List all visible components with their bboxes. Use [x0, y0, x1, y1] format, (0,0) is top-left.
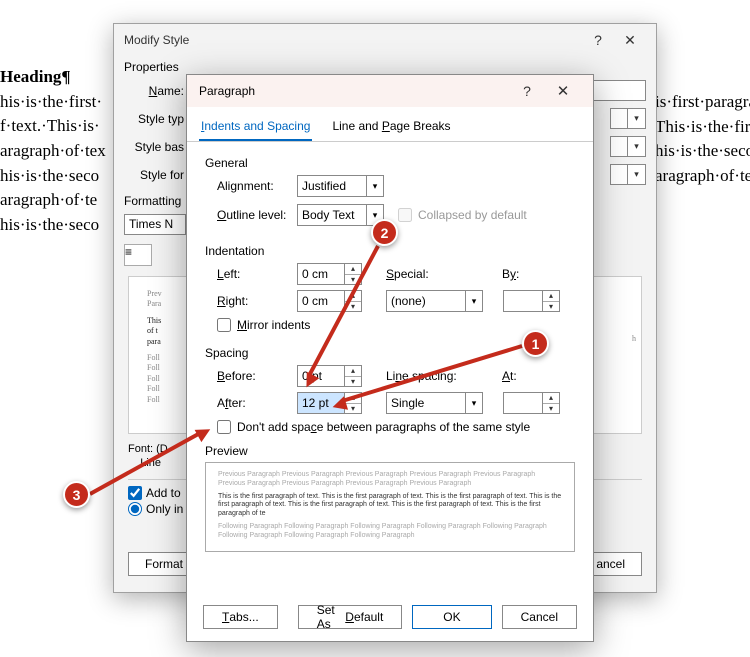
align-left-icon[interactable]: ≡ — [124, 244, 152, 266]
alignment-label: Alignment: — [217, 179, 297, 193]
spin-up-icon[interactable]: ▴ — [345, 264, 361, 275]
special-label: Special: — [386, 267, 446, 281]
style-for-label: Style for — [124, 168, 194, 182]
close-icon[interactable]: ✕ — [614, 32, 646, 49]
special-combo[interactable]: ▾ — [386, 290, 483, 312]
style-based-label: Style bas — [124, 140, 194, 154]
left-indent[interactable]: ▴▾ — [297, 263, 362, 285]
spin-down-icon[interactable]: ▾ — [543, 302, 559, 312]
spin-down-icon[interactable]: ▾ — [345, 275, 361, 285]
style-based-dd[interactable] — [610, 136, 628, 157]
chevron-down-icon[interactable]: ▾ — [466, 290, 483, 312]
style-for-dd[interactable] — [610, 164, 628, 185]
spin-down-icon[interactable]: ▾ — [345, 302, 361, 312]
annotation-marker-3: 3 — [63, 481, 90, 508]
after-label: After: — [217, 396, 297, 410]
only-in-rad[interactable] — [128, 502, 142, 516]
paragraph-titlebar: Paragraph ? ✕ — [187, 75, 593, 107]
tab-indents-spacing[interactable]: Indents and Spacing — [199, 113, 312, 141]
chevron-down-icon[interactable]: ▾ — [628, 136, 646, 157]
mirror-checkbox[interactable]: Mirror indents — [217, 318, 575, 332]
tabs: Indents and Spacing Line and Page Breaks — [187, 107, 593, 142]
style-type-label: Style typ — [124, 112, 194, 126]
before-label: Before: — [217, 369, 297, 383]
by-label: By: — [502, 267, 542, 281]
spin-up-icon[interactable]: ▴ — [345, 393, 361, 404]
paragraph-title: Paragraph — [199, 84, 509, 98]
modify-title: Modify Style — [124, 33, 582, 47]
right-label: Right: — [217, 294, 297, 308]
line-spacing-label: Line spacing: — [386, 369, 476, 383]
style-type-dd[interactable] — [610, 108, 628, 129]
by-spin[interactable]: ▴▾ — [503, 290, 560, 312]
alignment-combo[interactable]: ▾ — [297, 175, 384, 197]
tabs-button[interactable]: Tabs... — [203, 605, 278, 629]
chevron-down-icon[interactable]: ▾ — [466, 392, 483, 414]
spin-up-icon[interactable]: ▴ — [345, 366, 361, 377]
help-icon[interactable]: ? — [509, 83, 545, 99]
set-default-button[interactable]: Set As Default — [298, 605, 403, 629]
outline-combo[interactable]: ▾ — [297, 204, 384, 226]
collapsed-checkbox: Collapsed by default — [398, 208, 527, 222]
spin-down-icon[interactable]: ▾ — [345, 377, 361, 387]
at-spin[interactable]: ▴▾ — [503, 392, 560, 414]
right-indent[interactable]: ▴▾ — [297, 290, 362, 312]
spin-up-icon[interactable]: ▴ — [543, 291, 559, 302]
chevron-down-icon[interactable]: ▾ — [628, 108, 646, 129]
indentation-label: Indentation — [205, 244, 575, 258]
at-label: At: — [502, 369, 532, 383]
spin-up-icon[interactable]: ▴ — [345, 291, 361, 302]
preview-box: Previous Paragraph Previous Paragraph Pr… — [205, 462, 575, 552]
line-spacing-combo[interactable]: ▾ — [386, 392, 483, 414]
outline-label: Outline level: — [217, 208, 297, 222]
paragraph-dialog: Paragraph ? ✕ Indents and Spacing Line a… — [186, 74, 594, 642]
spacing-label: Spacing — [205, 346, 575, 360]
chevron-down-icon[interactable]: ▾ — [367, 175, 384, 197]
after-spin[interactable]: ▴▾ — [297, 392, 362, 414]
dont-add-space-checkbox[interactable]: Don't add space between paragraphs of th… — [217, 420, 575, 434]
modify-titlebar: Modify Style ? ✕ — [114, 24, 656, 56]
chevron-down-icon[interactable]: ▾ — [628, 164, 646, 185]
general-label: General — [205, 156, 575, 170]
spin-up-icon[interactable]: ▴ — [543, 393, 559, 404]
font-combo[interactable]: Times N — [124, 214, 186, 235]
left-label: Left: — [217, 267, 297, 281]
preview-label: Preview — [205, 444, 575, 458]
add-to-check[interactable] — [128, 486, 142, 500]
help-icon[interactable]: ? — [582, 32, 614, 48]
document-text-right: is·first·paragra This·is·the·fir his·is·… — [655, 90, 750, 189]
ok-button[interactable]: OK — [412, 605, 491, 629]
cancel-button[interactable]: Cancel — [502, 605, 577, 629]
close-icon[interactable]: ✕ — [545, 82, 581, 100]
tab-line-page-breaks[interactable]: Line and Page Breaks — [330, 113, 452, 141]
name-label: Name: — [124, 84, 194, 98]
annotation-marker-2: 2 — [371, 219, 398, 246]
spin-down-icon[interactable]: ▾ — [543, 404, 559, 414]
paragraph-button-row: Tabs... Set As Default OK Cancel — [187, 605, 593, 629]
document-text: Heading¶ his·is·the·first· f·text.·This·… — [0, 65, 106, 237]
annotation-marker-1: 1 — [522, 330, 549, 357]
